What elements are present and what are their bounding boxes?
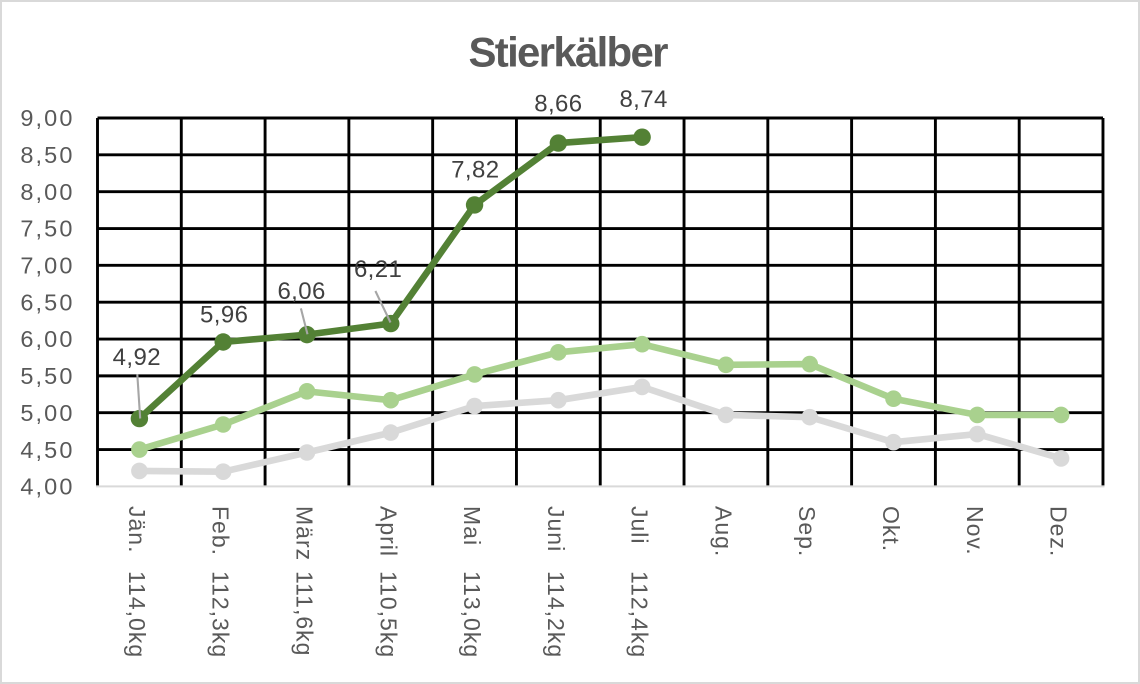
svg-text:Jän.: Jän. <box>124 506 150 553</box>
svg-text:9,00: 9,00 <box>20 105 74 131</box>
svg-text:Aug.: Aug. <box>710 506 736 557</box>
svg-text:112,4kg: 112,4kg <box>627 571 653 658</box>
svg-text:Juli: Juli <box>627 506 653 545</box>
svg-text:8,00: 8,00 <box>20 179 74 205</box>
svg-text:Feb.: Feb. <box>208 506 234 556</box>
svg-text:April: April <box>375 506 401 557</box>
svg-text:Sep.: Sep. <box>794 506 820 557</box>
svg-text:Okt.: Okt. <box>878 506 904 552</box>
svg-text:4,92: 4,92 <box>113 344 161 371</box>
svg-text:6,50: 6,50 <box>20 289 74 315</box>
svg-text:7,82: 7,82 <box>451 157 499 184</box>
svg-text:4,50: 4,50 <box>20 437 74 463</box>
svg-text:Nov.: Nov. <box>962 506 988 556</box>
svg-text:Dez.: Dez. <box>1046 506 1072 557</box>
svg-text:4,00: 4,00 <box>20 474 74 500</box>
svg-text:113,0kg: 113,0kg <box>459 571 485 658</box>
svg-text:112,3kg: 112,3kg <box>208 571 234 658</box>
svg-text:Mai: Mai <box>459 506 485 546</box>
svg-text:5,50: 5,50 <box>20 363 74 389</box>
svg-text:5,96: 5,96 <box>200 301 248 328</box>
svg-text:111,6kg: 111,6kg <box>291 571 317 656</box>
svg-text:7,50: 7,50 <box>20 216 74 242</box>
svg-text:7,00: 7,00 <box>20 253 74 279</box>
svg-text:6,00: 6,00 <box>20 326 74 352</box>
svg-text:6,21: 6,21 <box>354 256 402 283</box>
svg-text:März: März <box>291 506 317 561</box>
svg-text:114,2kg: 114,2kg <box>543 571 569 658</box>
svg-text:110,5kg: 110,5kg <box>375 571 401 658</box>
svg-text:5,00: 5,00 <box>20 400 74 426</box>
svg-text:8,50: 8,50 <box>20 142 74 168</box>
svg-text:Juni: Juni <box>543 506 569 552</box>
svg-text:8,74: 8,74 <box>619 86 667 113</box>
svg-text:8,66: 8,66 <box>534 90 582 117</box>
svg-text:6,06: 6,06 <box>277 278 325 305</box>
svg-text:114,0kg: 114,0kg <box>124 571 150 658</box>
svg-text:Stierkälber: Stierkälber <box>469 29 669 76</box>
